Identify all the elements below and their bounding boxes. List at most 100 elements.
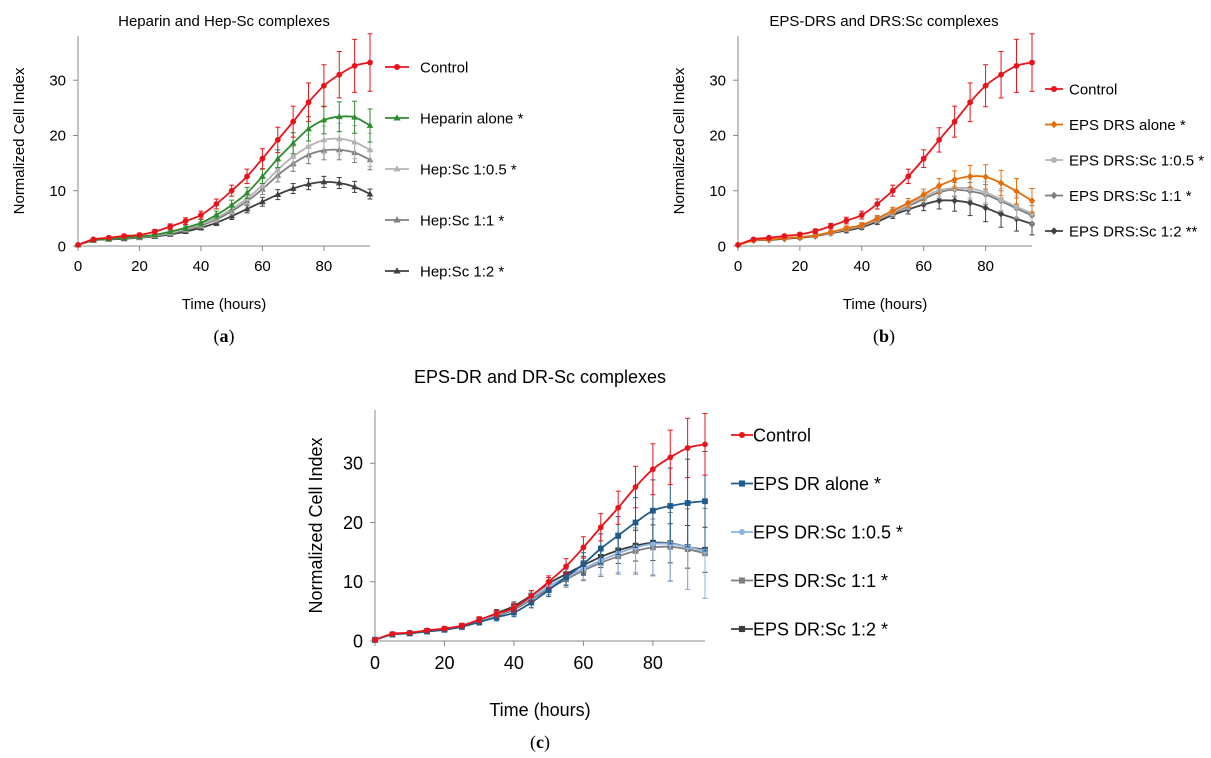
data-point	[366, 146, 374, 153]
data-point	[289, 139, 297, 146]
legend-label: Hep:Sc 1:0.5 *	[420, 161, 517, 178]
data-point	[105, 234, 112, 241]
data-point	[545, 578, 552, 585]
x-axis-label: Time (hours)	[182, 296, 266, 313]
data-point	[528, 593, 535, 599]
data-point	[702, 498, 708, 505]
panel-label: (a)	[214, 326, 235, 347]
data-point	[335, 179, 343, 186]
data-point	[684, 445, 691, 451]
data-point	[889, 207, 896, 215]
data-point	[458, 622, 465, 629]
y-tick-label: 30	[49, 72, 66, 89]
data-point	[228, 201, 236, 208]
legend-label: EPS DRS alone *	[1069, 117, 1186, 134]
data-point	[702, 441, 708, 448]
data-point	[766, 234, 772, 241]
data-point	[121, 233, 127, 239]
data-point	[167, 223, 174, 230]
data-point	[951, 176, 958, 184]
data-point	[545, 587, 552, 593]
data-point	[136, 232, 143, 238]
data-point	[259, 198, 266, 205]
x-tick-label: 20	[131, 258, 148, 275]
chart-1: Heparin and Hep-Sc complexes 0 10 20 30 0 20 40…	[11, 13, 524, 347]
data-point	[858, 212, 865, 218]
data-point	[75, 242, 81, 248]
legend-swatch-marker	[738, 431, 746, 439]
legend-swatch-marker	[393, 165, 401, 172]
series-1	[75, 33, 373, 248]
y-tick-label: 10	[709, 183, 726, 200]
data-point	[858, 221, 865, 229]
data-point	[735, 242, 741, 248]
legend-item-1: Control	[385, 59, 468, 76]
y-tick-label: 30	[709, 72, 726, 89]
data-point	[563, 574, 569, 580]
legend-label: Control	[420, 59, 468, 76]
data-point	[874, 214, 881, 222]
legend-label: EPS DRS:Sc 1:0.5 *	[1069, 152, 1204, 169]
data-point	[228, 212, 236, 219]
data-point	[781, 233, 788, 239]
series-line	[374, 545, 706, 641]
legend-label: EPS DR:Sc 1:1 *	[753, 571, 888, 591]
data-point	[351, 138, 358, 145]
series-line	[374, 500, 706, 641]
legend-label: Hep:Sc 1:2 *	[420, 263, 504, 280]
data-point	[580, 544, 587, 551]
data-point	[274, 155, 282, 162]
legend-item-4: EPS DRS:Sc 1:1 *	[1045, 188, 1192, 205]
legend-item-1: Control	[1045, 81, 1117, 98]
legend-item-5: EPS DR:Sc 1:2 *	[731, 619, 888, 639]
x-tick-label: 80	[643, 653, 663, 673]
data-point	[511, 604, 517, 611]
legend-swatch-marker	[738, 577, 746, 584]
data-point	[320, 178, 328, 185]
legend-swatch-marker	[1050, 120, 1058, 129]
data-point	[812, 228, 819, 234]
data-point	[580, 561, 587, 567]
series-1	[735, 33, 1035, 248]
y-tick-label: 0	[353, 631, 363, 651]
data-point	[1028, 197, 1036, 205]
series-3	[735, 178, 1035, 248]
chart-3: EPS-DR and DR-Sc complexes 0 10 20 30 0 20 40 60…	[306, 367, 903, 753]
data-point	[336, 71, 343, 78]
data-point	[997, 179, 1005, 187]
legend-swatch-marker	[738, 625, 746, 633]
legend-label: Heparin alone *	[420, 110, 524, 127]
data-point	[335, 113, 343, 120]
x-axis-label: Time (hours)	[843, 296, 927, 313]
x-tick-label: 80	[977, 258, 994, 275]
data-point	[90, 236, 97, 243]
data-point	[632, 484, 639, 490]
legend-swatch-marker	[393, 267, 401, 274]
data-point	[650, 507, 656, 514]
data-point	[274, 191, 282, 198]
x-tick-label: 60	[915, 258, 932, 275]
data-point	[966, 199, 974, 207]
data-point	[615, 504, 622, 511]
series-3	[372, 503, 708, 643]
legend-label: Hep:Sc 1:1 *	[420, 212, 504, 229]
legend-swatch-marker	[738, 528, 746, 536]
data-point	[905, 199, 912, 207]
legend-label: Control	[1069, 81, 1117, 98]
y-tick-label: 30	[343, 454, 363, 474]
x-tick-label: 40	[504, 653, 524, 673]
legend-swatch-marker	[393, 114, 401, 121]
data-point	[843, 217, 850, 224]
data-point	[212, 211, 220, 218]
data-point	[366, 190, 374, 197]
data-point	[305, 125, 312, 132]
data-point	[244, 173, 250, 180]
data-point	[289, 152, 297, 159]
data-point	[650, 540, 656, 547]
data-point	[406, 629, 413, 636]
data-point	[366, 122, 374, 128]
series-3	[74, 122, 374, 248]
chart-title: EPS-DRS and DRS:Sc complexes	[769, 13, 998, 30]
legend-item-1: Control	[731, 425, 811, 445]
